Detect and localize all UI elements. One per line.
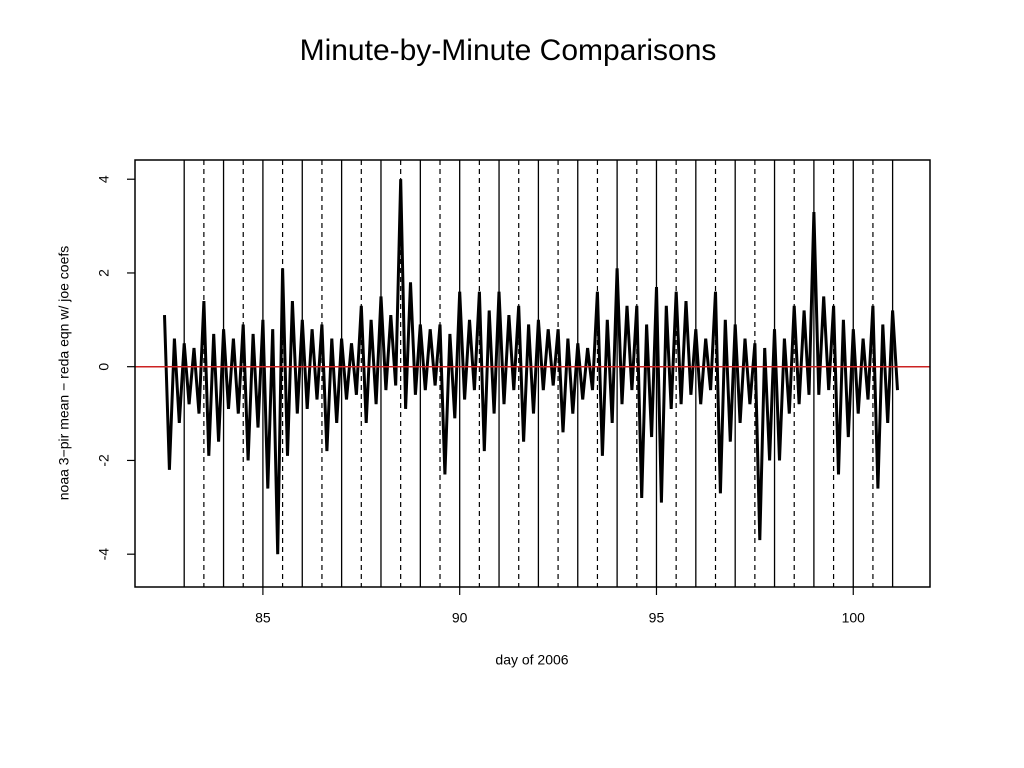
x-tick-label: 100 [842,610,866,626]
x-tick-label: 85 [255,610,271,626]
y-tick-label: 4 [96,175,112,183]
y-tick-label: 2 [96,269,112,277]
plot-frame [134,159,931,588]
x-axis-label: day of 2006 [495,652,568,668]
data-line [163,179,899,555]
y-tick-label: 0 [96,363,112,371]
x-tick-label: 95 [649,610,665,626]
y-axis-label: noaa 3−pir mean − reda eqn w/ joe coefs [56,246,72,501]
chart-title: Minute-by-Minute Comparisons [300,34,717,67]
y-tick-label: -4 [96,548,112,561]
y-tick-label: -2 [96,454,112,467]
x-tick-label: 90 [452,610,468,626]
